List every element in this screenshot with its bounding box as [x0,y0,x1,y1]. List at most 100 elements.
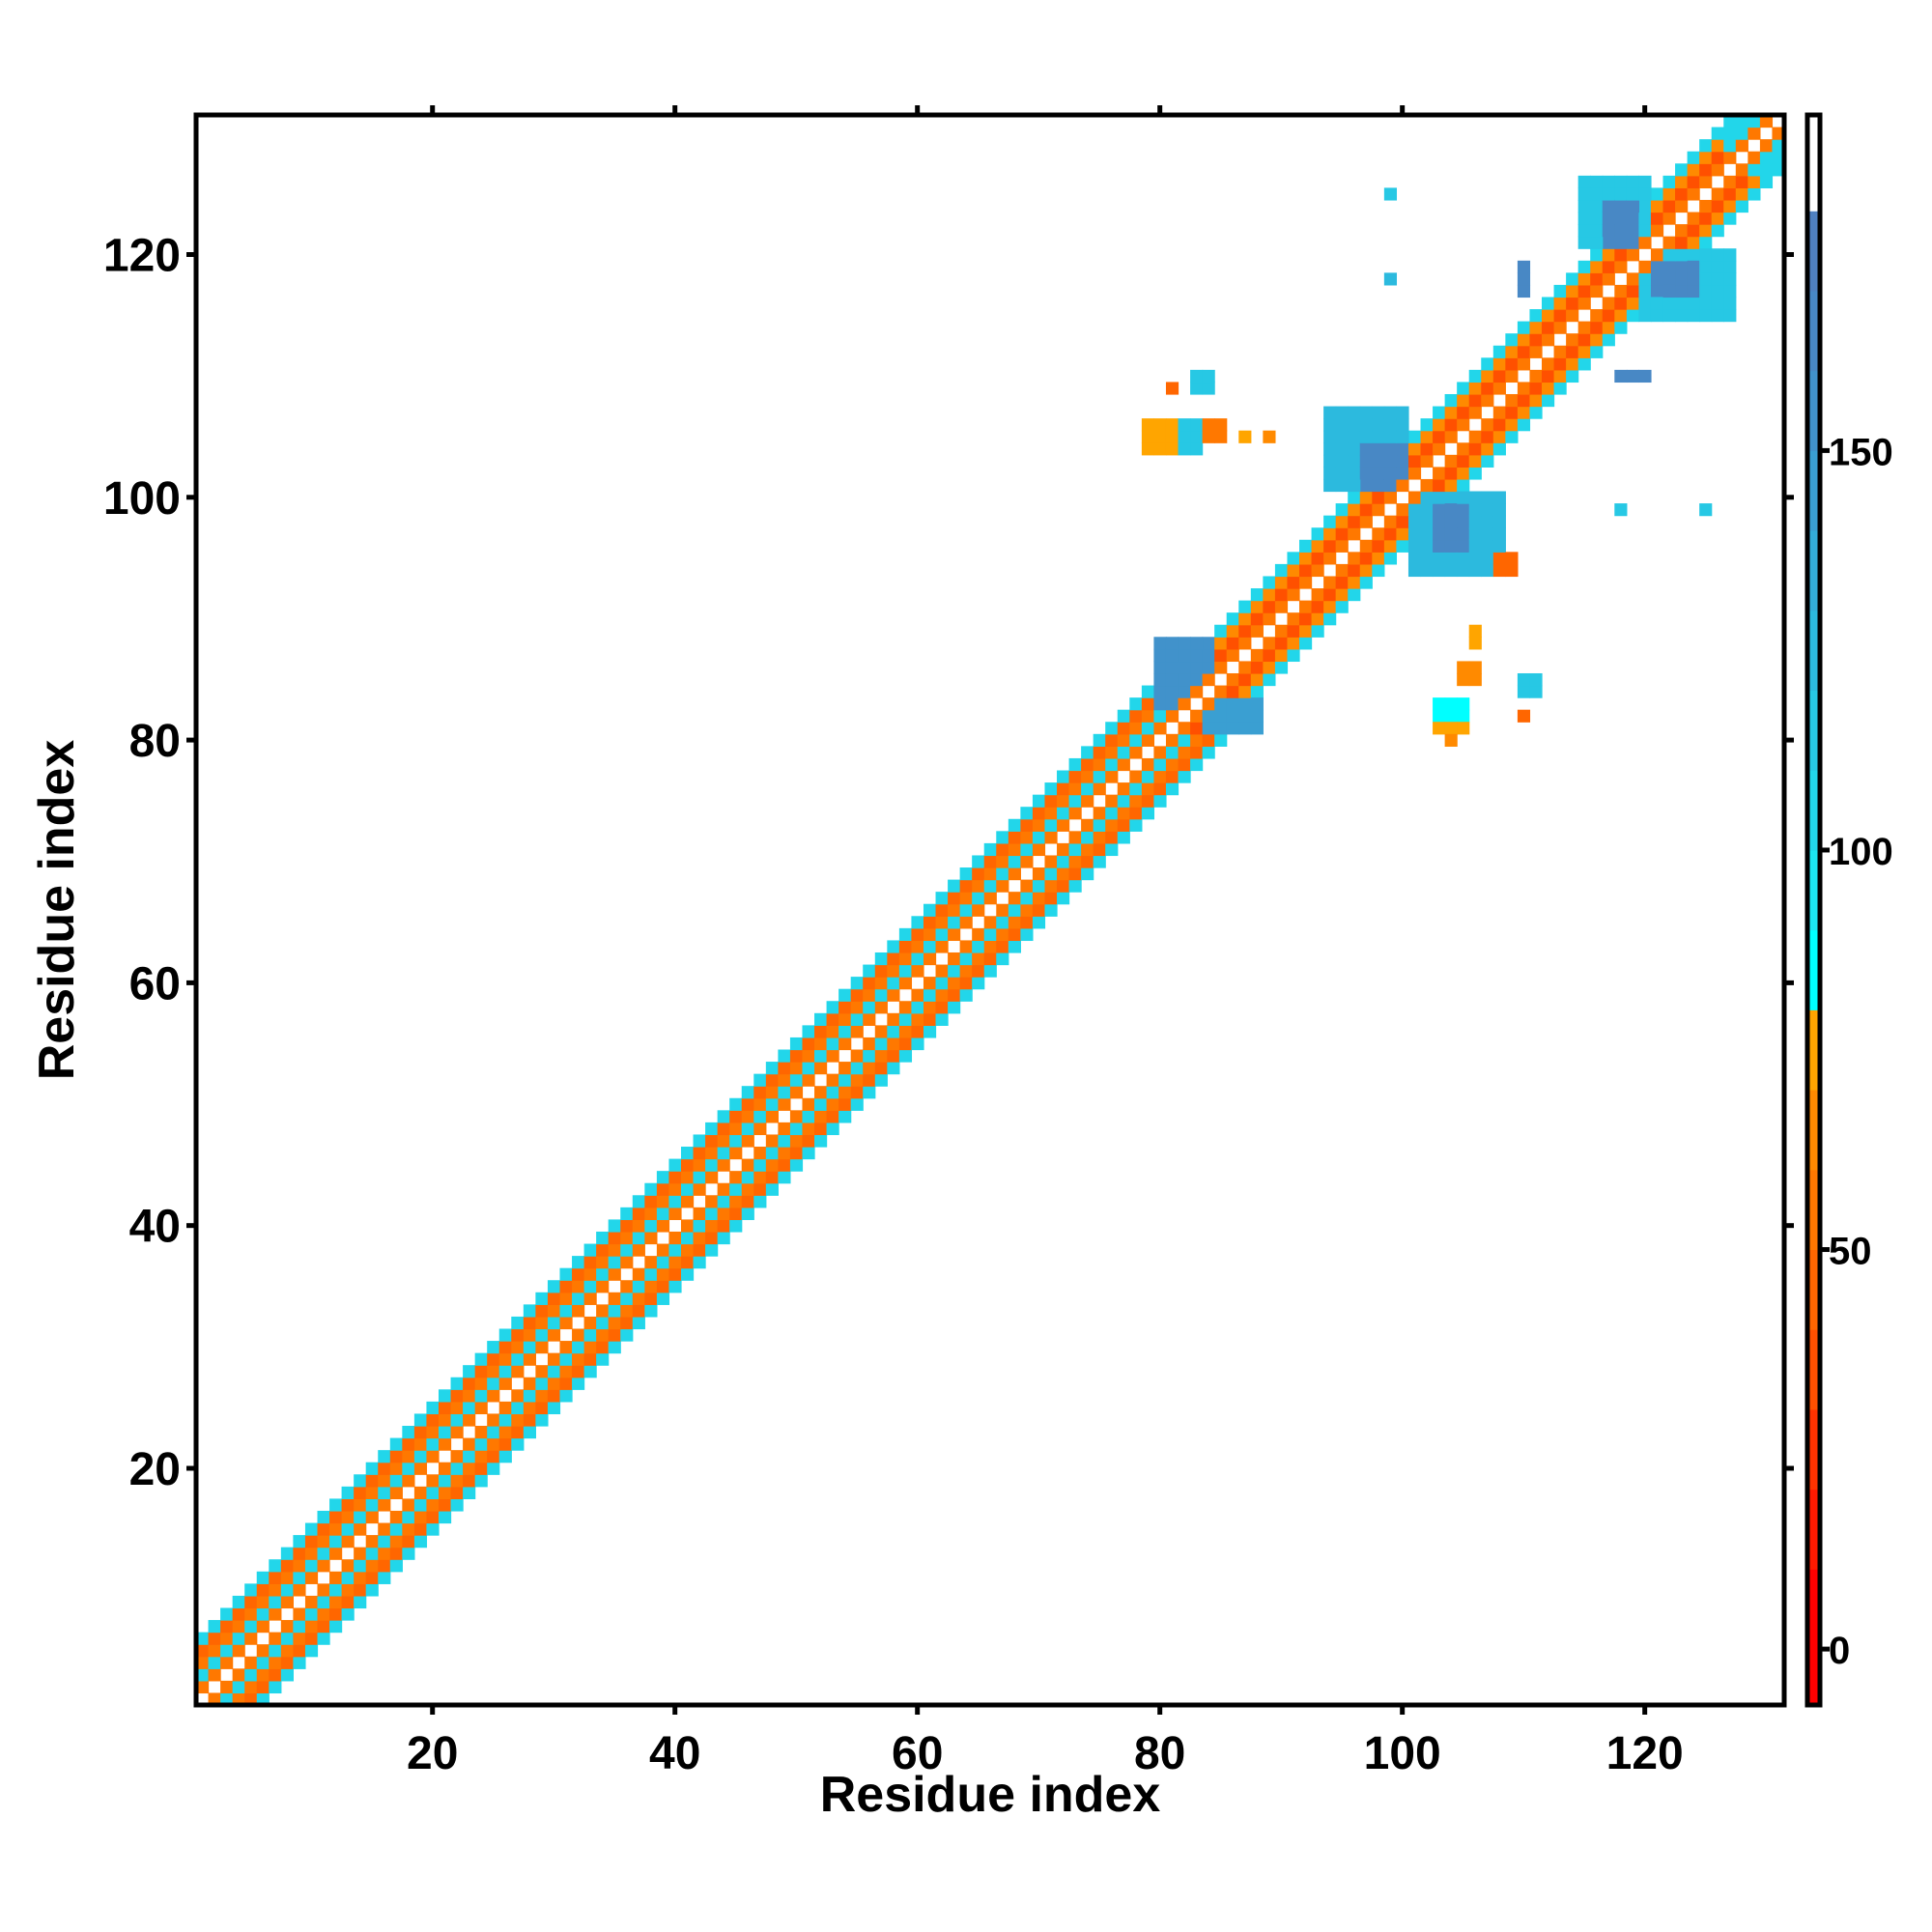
heatmap-cell [220,1607,234,1621]
heatmap-cell [1093,818,1106,832]
heatmap-cell [547,1304,561,1318]
heatmap-cell [1383,539,1398,553]
heatmap-cell [1359,576,1373,589]
heatmap-cell [269,1656,282,1669]
heatmap-cell [1153,672,1167,687]
heatmap-cell [1129,794,1143,808]
heatmap-cell [1590,175,1604,188]
heatmap-cell [1759,151,1774,164]
heatmap-cell [572,1267,585,1281]
heatmap-cell [1614,248,1628,262]
heatmap-cell [644,1267,658,1281]
heatmap-cell [1117,831,1130,844]
heatmap-cell [535,1328,549,1342]
heatmap-cell [1287,637,1300,650]
y-tick-label: 100 [103,473,181,525]
heatmap-cell [280,1644,294,1658]
heatmap-cell [1057,842,1070,857]
heatmap-cell [668,1171,682,1184]
heatmap-cell [1699,212,1713,225]
heatmap-cell [1396,430,1409,443]
heatmap-cells [196,115,1785,1706]
heatmap-cell [1711,224,1724,238]
heatmap-cell [1335,539,1349,553]
heatmap-cell [317,1620,330,1634]
heatmap-cell [1190,382,1204,395]
heatmap-cell [1032,879,1046,893]
heatmap-cell [1590,212,1604,225]
heatmap-cell [996,916,1009,929]
heatmap-cell [656,1171,670,1184]
heatmap-cell [1505,418,1519,432]
heatmap-cell [1335,406,1349,419]
heatmap-cell [1396,539,1409,553]
heatmap-cell [1129,807,1143,820]
heatmap-cell [741,1134,754,1148]
heatmap-cell [1335,515,1349,528]
heatmap-cell [523,1401,536,1415]
heatmap-cell [378,1486,391,1499]
heatmap-cell [948,892,961,905]
heatmap-cell [1020,892,1034,905]
heatmap-cell [354,1571,367,1584]
heatmap-cell [293,1620,306,1634]
heatmap-cell [1153,685,1167,698]
heatmap-cell [887,940,900,953]
heatmap-cell [535,1316,549,1330]
heatmap-cell [523,1352,536,1366]
heatmap-cell [814,1086,828,1099]
heatmap-cell [1081,831,1094,844]
heatmap-cell [1093,746,1106,759]
heatmap-cell [1433,491,1446,504]
heatmap-cell [1468,393,1482,408]
heatmap-cell [1008,867,1021,881]
heatmap-cell [438,1437,452,1451]
heatmap-cell [765,1134,779,1148]
heatmap-cell [693,1158,706,1172]
heatmap-cell [365,1535,379,1548]
heatmap-cell [1662,212,1676,225]
heatmap-cell [1577,284,1591,298]
heatmap-cell [1032,842,1046,857]
heatmap-cell [413,1535,428,1548]
heatmap-cell [1359,515,1373,528]
heatmap-cell [1323,442,1337,456]
heatmap-cell [972,855,985,868]
heatmap-cell [1492,369,1506,384]
heatmap-cell [1492,357,1506,371]
heatmap-cell [1492,345,1506,358]
heatmap-cell [596,1243,610,1257]
heatmap-cell [1481,430,1494,443]
heatmap-cell [1711,212,1724,225]
heatmap-cell [365,1547,379,1560]
heatmap-cell [426,1522,440,1536]
heatmap-cell [693,1219,706,1233]
heatmap-cell [1602,297,1615,310]
heatmap-cell [1529,321,1543,334]
heatmap-cell [1238,697,1252,711]
heatmap-cell [474,1426,488,1439]
heatmap-cell [1020,807,1034,820]
heatmap-cell [693,1147,706,1160]
heatmap-cell [1444,467,1458,480]
heatmap-cell [923,927,937,942]
heatmap-cell [572,1304,585,1318]
heatmap-cell [354,1510,367,1524]
heatmap-cell [572,1341,585,1354]
heatmap-cell [1372,539,1385,553]
heatmap-cell [1650,248,1664,262]
heatmap-cell [498,1437,512,1451]
heatmap-cell [898,977,913,990]
heatmap-cell [1129,697,1143,711]
heatmap-cell [1165,672,1179,687]
heatmap-cell [1747,115,1761,128]
heatmap-cell [632,1231,645,1245]
heatmap-cell [1214,685,1228,698]
heatmap-cell [304,1535,319,1548]
heatmap-cell [1311,588,1324,602]
heatmap-cell [1153,648,1167,663]
heatmap-cell [1735,175,1748,188]
heatmap-cell [1723,248,1737,262]
heatmap-cell [511,1413,525,1427]
heatmap-cell [1566,345,1579,358]
